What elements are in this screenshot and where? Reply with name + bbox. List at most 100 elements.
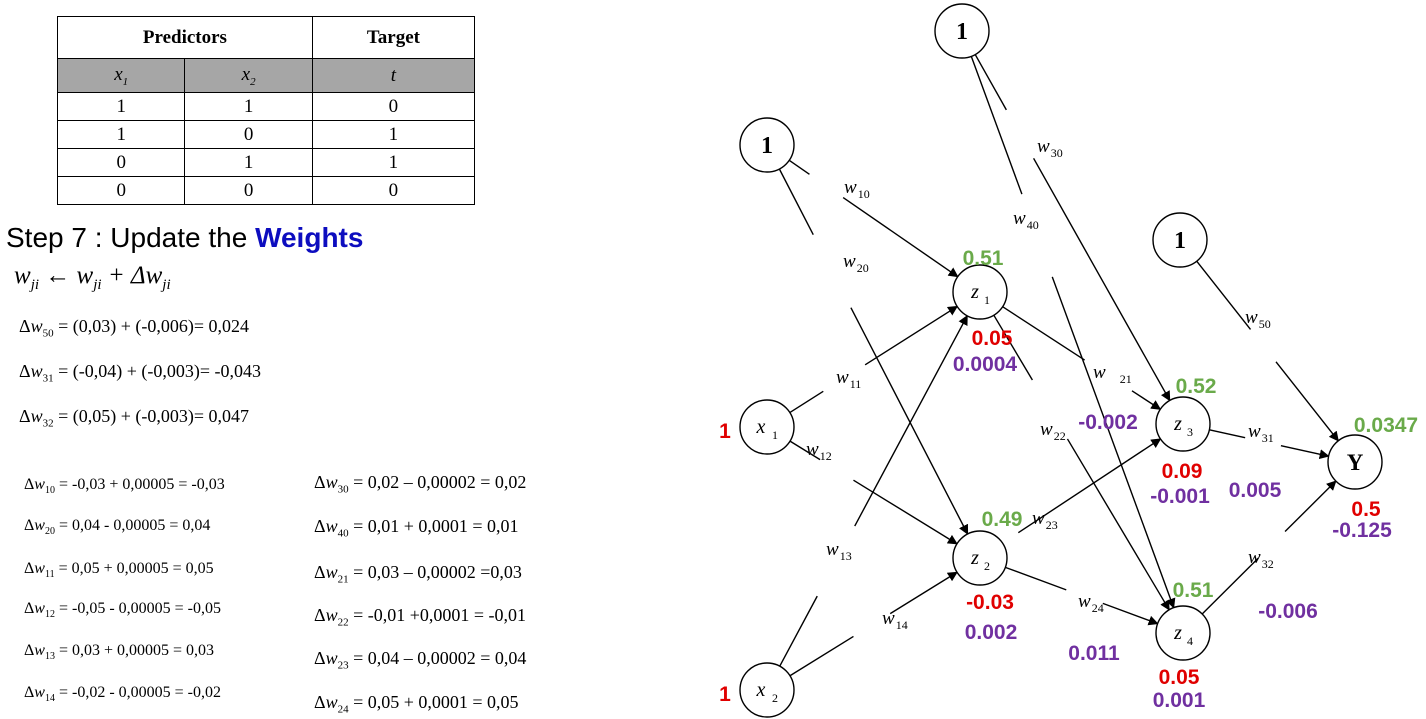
target-header: Target bbox=[311, 16, 476, 59]
edge-delta-value: 0.011 bbox=[1068, 642, 1120, 665]
step-keyword: Weights bbox=[255, 222, 364, 253]
weight-subscript: 32 bbox=[1262, 557, 1274, 571]
delta-equation: Δw12 = -0,05 - 0,00005 = -0,05 bbox=[24, 600, 221, 621]
green-node-value: 0.49 bbox=[982, 508, 1023, 531]
weight-label-w11: w11 bbox=[836, 367, 861, 391]
input-node-subscript: 1 bbox=[772, 428, 778, 442]
x2-header: x2 bbox=[184, 58, 313, 93]
hidden-node-subscript: 1 bbox=[984, 293, 990, 307]
edge-x2-z2 bbox=[789, 635, 854, 677]
weight-subscript: 31 bbox=[1262, 431, 1274, 445]
weight-label-w10: w10 bbox=[844, 177, 870, 201]
red-node-value: -0.03 bbox=[966, 591, 1014, 614]
weight-label-w24: w24 bbox=[1078, 591, 1104, 615]
edge-b2-z4 bbox=[970, 56, 1023, 195]
input-value: 1 bbox=[719, 683, 731, 706]
edge-b1-z1 bbox=[842, 196, 959, 278]
edge-b2-z3 bbox=[1032, 157, 1171, 402]
edge-x1-z2 bbox=[853, 479, 958, 545]
delta-equation: Δw24 = 0,05 + 0,0001 = 0,05 bbox=[314, 692, 519, 716]
bias-node bbox=[934, 3, 990, 59]
bias-node bbox=[1152, 212, 1208, 268]
edge-z2-z4 bbox=[1102, 602, 1159, 626]
hidden-node-subscript: 2 bbox=[984, 559, 990, 573]
delta-equation: Δw40 = 0,01 + 0,0001 = 0,01 bbox=[314, 516, 519, 540]
input-value: 1 bbox=[719, 420, 731, 443]
edge-b3-y bbox=[1275, 361, 1339, 442]
table-cell: 1 bbox=[184, 148, 313, 177]
green-node-value: 0.0347 bbox=[1354, 414, 1418, 437]
edge-b3-y bbox=[1196, 260, 1252, 330]
table-cell: 0 bbox=[311, 176, 476, 205]
bias-node-label: 1 bbox=[1174, 228, 1186, 254]
edge-delta-value: -0.006 bbox=[1258, 600, 1318, 623]
hidden-node-subscript: 4 bbox=[1187, 634, 1193, 648]
delta-equation: Δw32 = (0,05) + (-0,003)= 0,047 bbox=[19, 406, 250, 430]
table-cell: 1 bbox=[56, 120, 186, 149]
hidden-node-label: z bbox=[1173, 413, 1182, 435]
delta-equation: Δw23 = 0,04 – 0,00002 = 0,04 bbox=[314, 648, 527, 672]
step-title: Step 7 : Update the Weights bbox=[6, 222, 363, 254]
edge-x1-z1 bbox=[789, 390, 824, 414]
edge-x2-z1 bbox=[779, 595, 818, 667]
red-node-value: 0.05 bbox=[1159, 666, 1200, 689]
weight-subscript: 23 bbox=[1046, 518, 1058, 532]
update-rule: wji ← wji + Δwji bbox=[14, 262, 171, 293]
table-cell: 1 bbox=[56, 92, 186, 121]
green-node-value: 0.51 bbox=[963, 247, 1004, 270]
edge-x1-z2 bbox=[789, 440, 821, 461]
weight-label-w32: w32 bbox=[1248, 547, 1274, 571]
weight-subscript: 21 bbox=[1120, 372, 1132, 386]
weight-subscript: 12 bbox=[820, 449, 832, 463]
delta-equation: Δw50 = (0,03) + (-0,006)= 0,024 bbox=[19, 316, 250, 340]
purple-node-value: 0.0004 bbox=[953, 353, 1018, 376]
weight-subscript: 14 bbox=[896, 618, 908, 632]
edge-x1-z1 bbox=[864, 305, 959, 366]
weight-subscript: 20 bbox=[857, 261, 869, 275]
delta-equation: Δw10 = -0,03 + 0,00005 = -0,03 bbox=[24, 476, 225, 497]
table-cell: 1 bbox=[184, 92, 313, 121]
edge-z3-y bbox=[1209, 429, 1246, 439]
hidden-node-subscript: 3 bbox=[1187, 425, 1193, 439]
weight-label-w23: w23 bbox=[1032, 508, 1058, 532]
edge-z1-z3 bbox=[1131, 390, 1162, 410]
input-node-label: x bbox=[756, 679, 766, 701]
hidden-node bbox=[1155, 605, 1211, 661]
predictors-header: Predictors bbox=[57, 16, 313, 59]
weight-subscript: 10 bbox=[858, 187, 870, 201]
delta-equation: Δw20 = 0,04 - 0,00005 = 0,04 bbox=[24, 517, 211, 538]
red-node-value: 0.09 bbox=[1162, 460, 1203, 483]
weight-label-w21: w 21 bbox=[1093, 362, 1132, 386]
weight-subscript: 40 bbox=[1027, 218, 1039, 232]
edge-z4-y bbox=[1201, 557, 1259, 615]
bias-node-label: 1 bbox=[761, 133, 773, 159]
weight-label-w13: w13 bbox=[826, 539, 852, 563]
edge-z1-z4 bbox=[1066, 438, 1170, 611]
purple-node-value: -0.125 bbox=[1332, 519, 1392, 542]
weight-label-w40: w40 bbox=[1013, 208, 1039, 232]
weight-label-w50: w50 bbox=[1245, 307, 1271, 331]
edge-z3-y bbox=[1280, 444, 1330, 460]
green-node-value: 0.52 bbox=[1176, 375, 1217, 398]
weight-label-w30: w30 bbox=[1037, 136, 1063, 160]
input-node-subscript: 2 bbox=[772, 691, 778, 705]
delta-equation: Δw21 = 0,03 – 0,00002 =0,03 bbox=[314, 562, 522, 586]
purple-node-value: -0.001 bbox=[1150, 485, 1210, 508]
hidden-node-label: z bbox=[970, 547, 979, 569]
output-node bbox=[1327, 434, 1383, 490]
weight-label-w12: w12 bbox=[806, 439, 832, 463]
weight-subscript: 50 bbox=[1259, 317, 1271, 331]
weight-subscript: 11 bbox=[850, 377, 862, 391]
hidden-node-label: z bbox=[1173, 622, 1182, 644]
weight-subscript: 24 bbox=[1092, 601, 1104, 615]
table-cell: 0 bbox=[311, 92, 476, 121]
delta-equation: Δw22 = -0,01 +0,0001 = -0,01 bbox=[314, 605, 527, 629]
red-node-value: 0.5 bbox=[1351, 498, 1381, 521]
input-node-label: x bbox=[756, 416, 766, 438]
